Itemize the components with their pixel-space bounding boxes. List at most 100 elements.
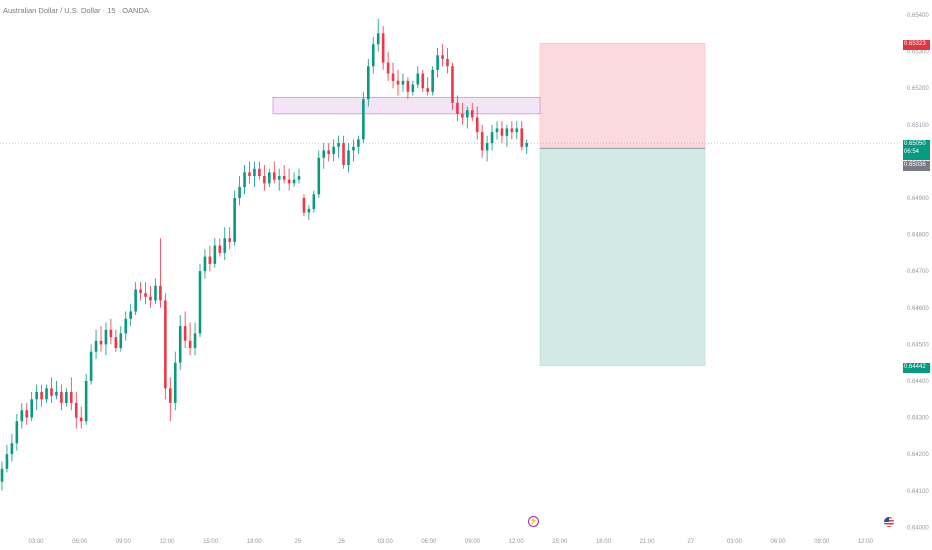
candle[interactable] xyxy=(178,315,182,371)
candle[interactable] xyxy=(386,51,390,81)
candle[interactable] xyxy=(352,139,355,162)
candle[interactable] xyxy=(188,322,192,356)
candle[interactable] xyxy=(456,95,459,122)
candle[interactable] xyxy=(99,326,103,352)
candle[interactable] xyxy=(272,161,276,184)
candle[interactable] xyxy=(213,238,217,268)
candle[interactable] xyxy=(391,62,395,89)
candle[interactable] xyxy=(470,102,474,122)
candle[interactable] xyxy=(238,176,241,206)
candle[interactable] xyxy=(243,165,246,195)
candle[interactable] xyxy=(515,121,519,140)
candle[interactable] xyxy=(45,384,48,403)
candle[interactable] xyxy=(124,311,128,341)
candle[interactable] xyxy=(287,168,291,191)
candle[interactable] xyxy=(490,124,494,151)
candle[interactable] xyxy=(307,205,311,220)
candle[interactable] xyxy=(337,135,340,158)
candle[interactable] xyxy=(376,18,380,52)
candle[interactable] xyxy=(431,66,434,96)
candle[interactable] xyxy=(15,413,19,451)
candle[interactable] xyxy=(129,304,132,327)
candle[interactable] xyxy=(144,282,147,305)
candle[interactable] xyxy=(109,318,113,345)
candle[interactable] xyxy=(20,402,24,429)
candle[interactable] xyxy=(525,139,528,155)
candle[interactable] xyxy=(475,106,479,140)
candle[interactable] xyxy=(357,135,360,155)
candle[interactable] xyxy=(485,135,489,162)
candle[interactable] xyxy=(164,293,167,400)
candle[interactable] xyxy=(89,344,93,385)
candle[interactable] xyxy=(302,194,306,217)
candle[interactable] xyxy=(79,406,83,429)
candle[interactable] xyxy=(332,139,335,162)
candle[interactable] xyxy=(5,445,9,473)
candle[interactable] xyxy=(436,47,439,78)
candle[interactable] xyxy=(193,322,197,356)
candle[interactable] xyxy=(480,124,484,158)
candle[interactable] xyxy=(0,461,4,491)
candle[interactable] xyxy=(139,282,142,301)
candle[interactable] xyxy=(104,322,108,356)
candle[interactable] xyxy=(421,69,425,92)
candle[interactable] xyxy=(411,80,415,96)
candle[interactable] xyxy=(292,172,296,188)
candle[interactable] xyxy=(401,73,405,92)
candle[interactable] xyxy=(263,165,266,191)
candle[interactable] xyxy=(218,238,222,257)
candle[interactable] xyxy=(65,388,68,407)
candle[interactable] xyxy=(35,384,38,411)
take-profit-zone[interactable] xyxy=(539,147,706,366)
candle[interactable] xyxy=(114,329,118,352)
candle[interactable] xyxy=(327,143,330,162)
candle[interactable] xyxy=(50,377,53,403)
candle[interactable] xyxy=(208,245,212,272)
candle[interactable] xyxy=(30,391,33,422)
candle[interactable] xyxy=(203,249,207,279)
candle[interactable] xyxy=(426,77,429,96)
candle[interactable] xyxy=(169,377,172,422)
candle[interactable] xyxy=(362,91,365,144)
candle[interactable] xyxy=(233,190,236,246)
candle[interactable] xyxy=(228,227,231,250)
candle[interactable] xyxy=(451,62,454,111)
candle[interactable] xyxy=(149,285,152,308)
candle[interactable] xyxy=(466,106,469,129)
candle[interactable] xyxy=(416,66,420,89)
candle[interactable] xyxy=(74,391,78,429)
candle[interactable] xyxy=(505,124,509,147)
candle[interactable] xyxy=(258,161,261,180)
candle[interactable] xyxy=(342,135,345,169)
candle[interactable] xyxy=(268,168,271,188)
candle[interactable] xyxy=(40,384,43,407)
candle[interactable] xyxy=(520,121,524,151)
candle[interactable] xyxy=(461,102,464,125)
candle[interactable] xyxy=(441,44,444,67)
candle[interactable] xyxy=(94,329,98,360)
candle[interactable] xyxy=(198,263,202,338)
candle[interactable] xyxy=(510,121,514,140)
candle[interactable] xyxy=(495,121,499,140)
candle[interactable] xyxy=(173,351,177,411)
candle[interactable] xyxy=(396,69,400,96)
candle[interactable] xyxy=(367,58,370,107)
candle[interactable] xyxy=(10,434,14,462)
candle[interactable] xyxy=(25,402,29,425)
candle[interactable] xyxy=(347,143,350,173)
candle[interactable] xyxy=(183,311,187,349)
candle[interactable] xyxy=(253,161,256,188)
us-flag-icon[interactable] xyxy=(884,517,894,527)
candle[interactable] xyxy=(317,150,321,198)
candle[interactable] xyxy=(55,381,58,400)
candle[interactable] xyxy=(446,47,449,74)
candle[interactable] xyxy=(70,377,73,411)
candle[interactable] xyxy=(406,77,410,100)
candle[interactable] xyxy=(282,165,286,184)
candle[interactable] xyxy=(159,238,162,308)
candle[interactable] xyxy=(277,168,281,191)
resistance-zone-box[interactable] xyxy=(272,96,541,115)
candle[interactable] xyxy=(371,36,375,74)
candle[interactable] xyxy=(248,161,251,184)
